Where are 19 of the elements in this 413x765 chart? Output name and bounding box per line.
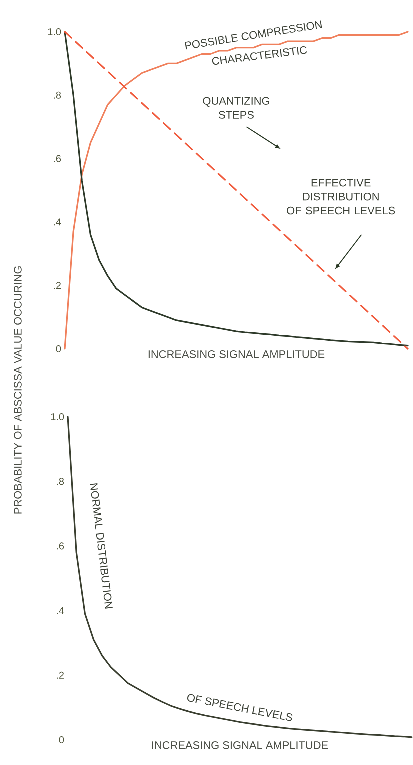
- y-tick-label: .2: [54, 282, 62, 290]
- x-axis-title: INCREASING SIGNAL AMPLITUDE: [149, 350, 325, 358]
- y-tick-label: .8: [57, 478, 64, 486]
- y-axis-title: PROBABILITY OF ABSCISSA VALUE OCCURING: [14, 266, 22, 514]
- y-tick-label: 0: [59, 736, 64, 744]
- annotation: EFFECTIVE DISTRIBUTION OF SPEECH LEVELS: [287, 179, 396, 215]
- y-tick-label: .6: [57, 542, 64, 550]
- y-tick-label: 1.0: [51, 413, 64, 421]
- annotation: OF SPEECH LEVELS: [188, 694, 293, 722]
- y-tick-label: 0: [56, 345, 62, 353]
- y-tick-label: .4: [57, 607, 64, 614]
- y-tick-label: .6: [54, 155, 62, 162]
- y-tick-label: 1.0: [48, 28, 62, 36]
- y-tick-label: .2: [57, 672, 64, 679]
- annotation: NORMAL DISTRIBUTION: [90, 483, 114, 609]
- y-tick-label: .4: [54, 218, 62, 226]
- x-axis-title: INCREASING SIGNAL AMPLITUDE: [152, 742, 328, 750]
- annotation: QUANTIZING STEPS: [203, 97, 270, 119]
- y-tick-label: .8: [54, 92, 62, 99]
